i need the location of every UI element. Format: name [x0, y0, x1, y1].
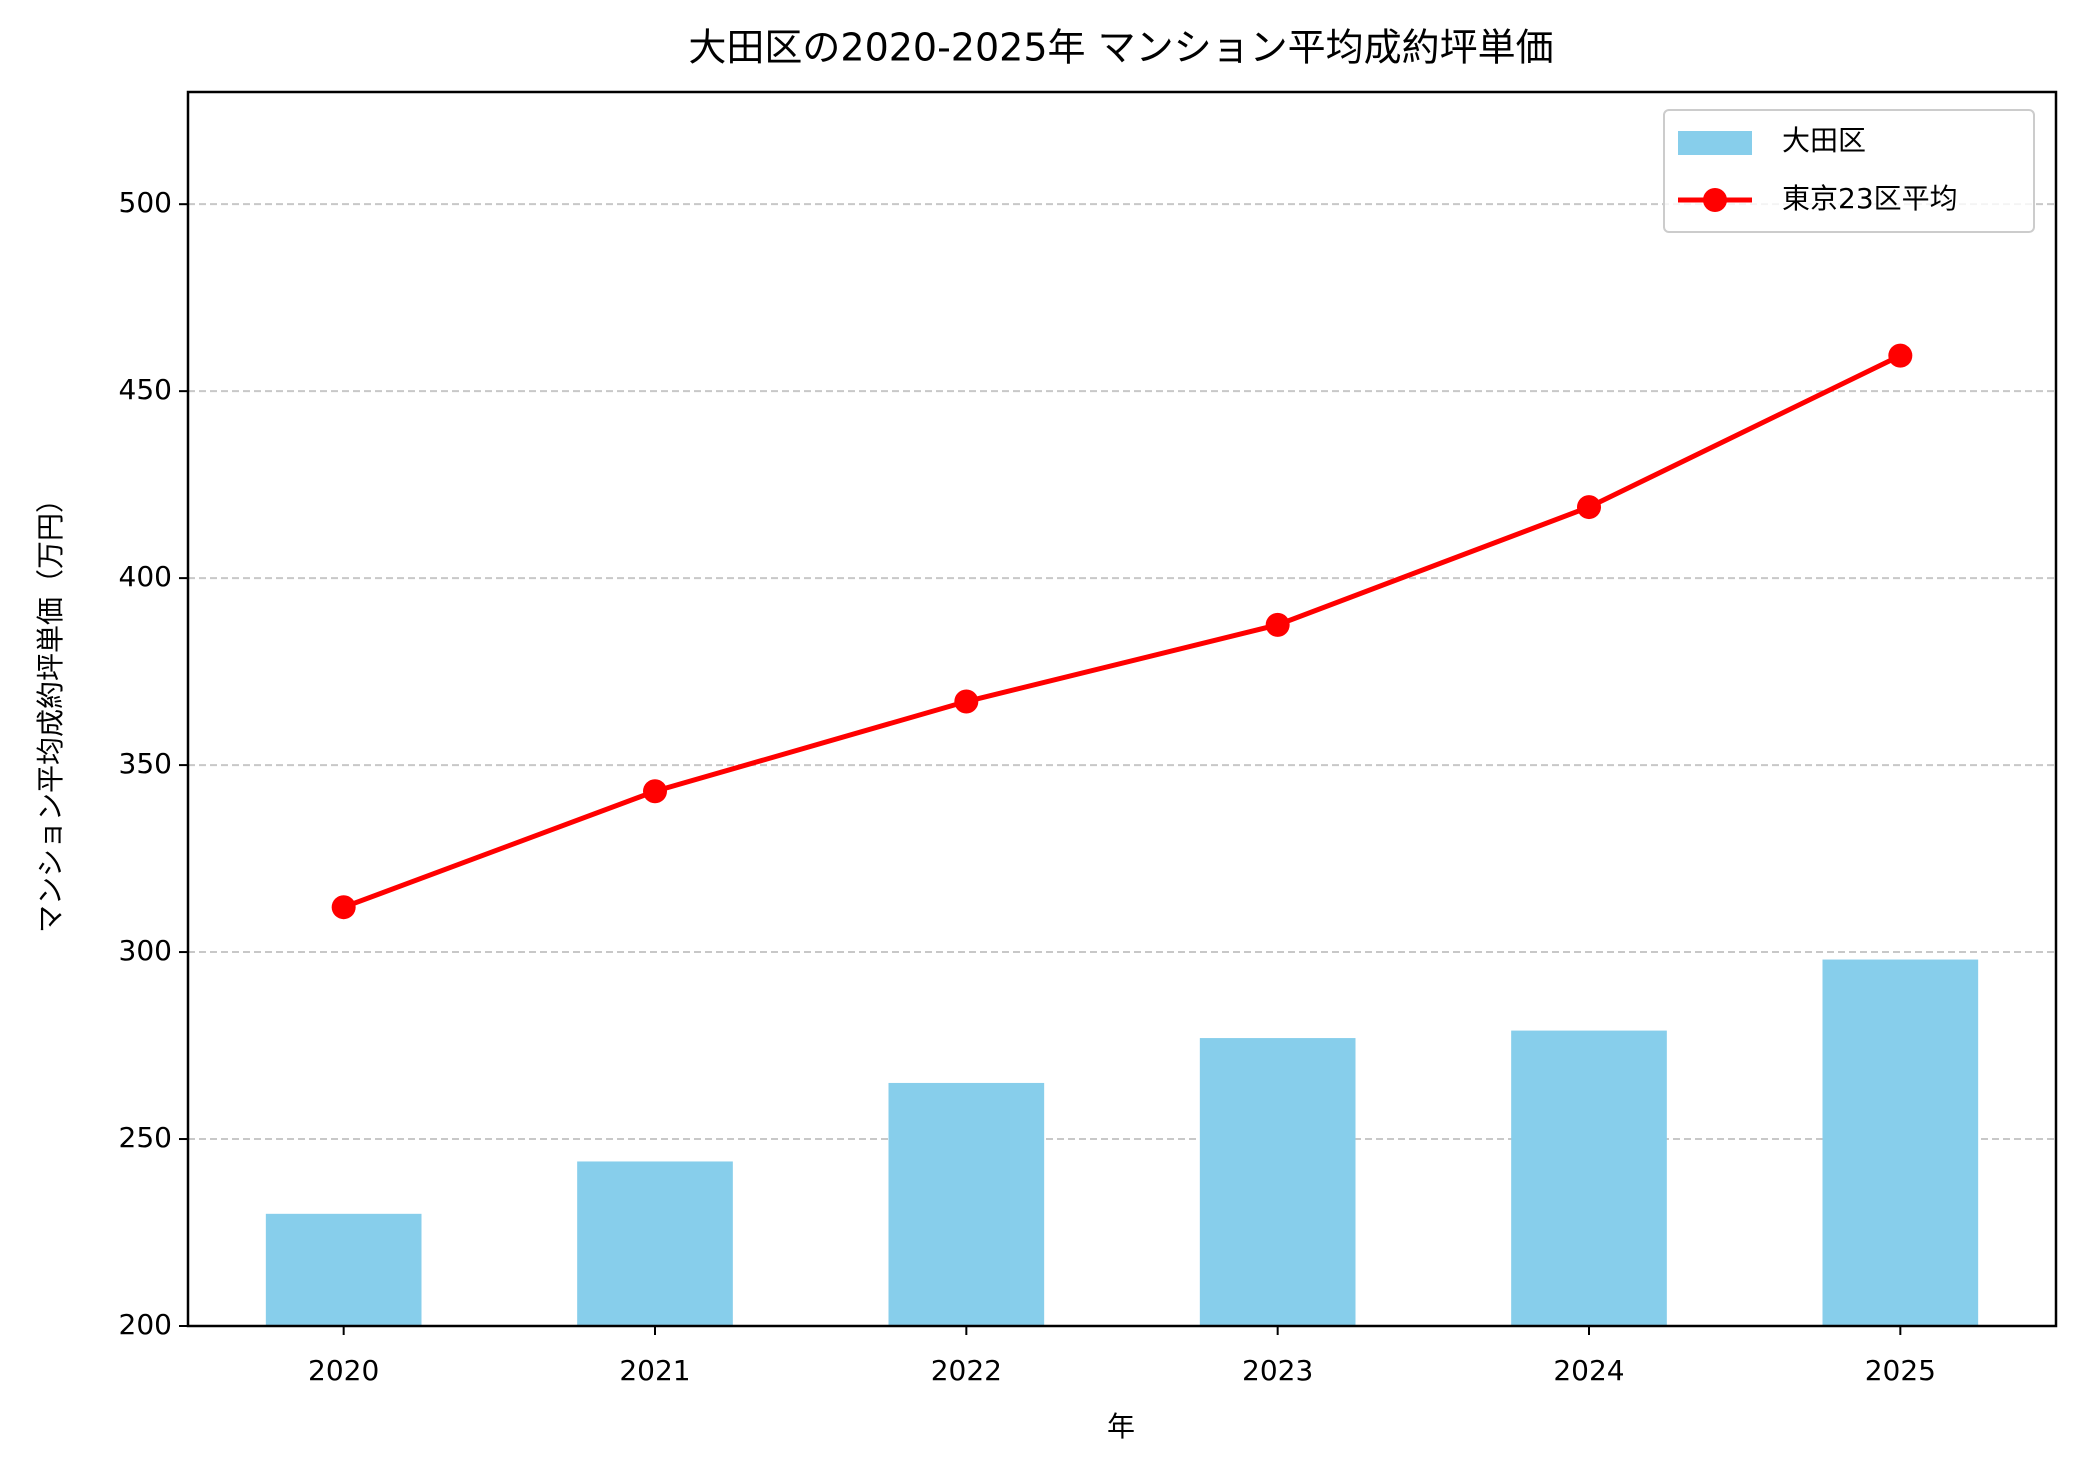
- point: [1577, 495, 1601, 520]
- line: [342, 353, 1902, 910]
- y-tick-label: 500: [119, 186, 172, 219]
- bar: [1822, 959, 1979, 1326]
- legend-swatch: [1678, 131, 1752, 155]
- bar: [888, 1082, 1045, 1326]
- chart-title: 大田区の2020-2025年 マンション平均成約坪単価: [688, 26, 1553, 70]
- bar: [265, 1213, 422, 1326]
- legend-marker: [1703, 188, 1727, 212]
- point: [643, 779, 667, 804]
- point: [1888, 343, 1913, 368]
- x-tick-label: 2020: [308, 1354, 379, 1387]
- x-tick-label: 2022: [931, 1354, 1002, 1387]
- point: [331, 895, 356, 920]
- y-tick-label: 450: [119, 373, 172, 406]
- legend-label: 大田区: [1782, 124, 1866, 157]
- point: [1265, 612, 1290, 637]
- x-tick-label: 2023: [1242, 1354, 1313, 1387]
- y-tick-label: 300: [119, 934, 172, 967]
- bar: [577, 1161, 733, 1326]
- y-tick-label: 400: [119, 560, 172, 593]
- legend-label: 東京23区平均: [1782, 182, 1958, 215]
- y-tick-label: 200: [119, 1308, 172, 1341]
- bar: [1511, 1030, 1667, 1326]
- x-tick-label: 2024: [1553, 1354, 1624, 1387]
- x-axis-label: 年: [1107, 1410, 1135, 1443]
- y-tick-label: 250: [119, 1121, 172, 1154]
- legend-box: [1663, 109, 2035, 233]
- x-tick-label: 2025: [1865, 1354, 1936, 1387]
- y-axis-label: マンション平均成約坪単価（万円）: [34, 485, 67, 933]
- bar: [1199, 1038, 1356, 1326]
- point: [954, 689, 979, 714]
- y-tick-label: 350: [119, 747, 172, 780]
- plot-frame: [186, 90, 2058, 1328]
- x-tick-label: 2021: [619, 1354, 690, 1387]
